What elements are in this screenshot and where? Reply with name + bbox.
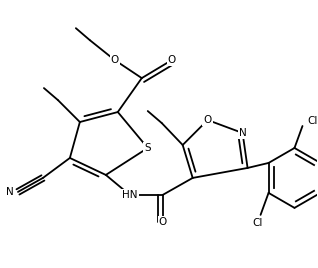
Text: N: N (6, 187, 14, 197)
Text: Cl: Cl (307, 116, 318, 126)
Text: O: O (168, 55, 176, 65)
Text: S: S (144, 143, 151, 153)
Text: Cl: Cl (252, 218, 263, 228)
Text: HN: HN (122, 190, 137, 200)
Text: N: N (239, 128, 246, 138)
Text: O: O (204, 115, 212, 125)
Text: O: O (159, 217, 167, 227)
Text: O: O (111, 55, 119, 65)
